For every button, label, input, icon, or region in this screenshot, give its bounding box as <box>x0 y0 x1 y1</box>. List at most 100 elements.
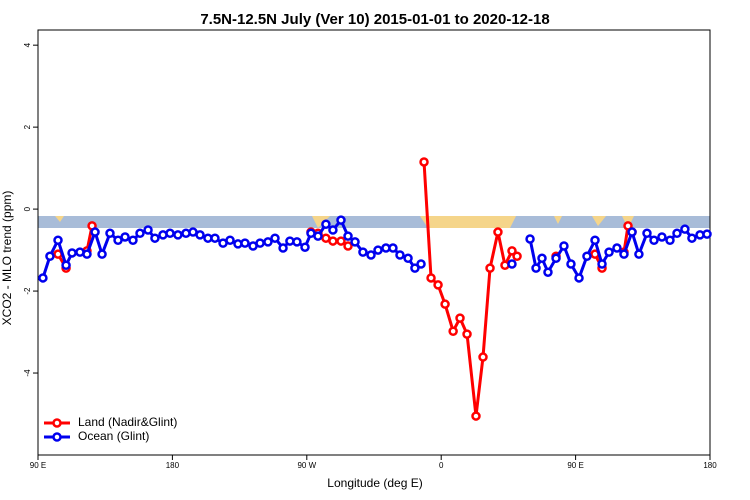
y-tick-label: 2 <box>23 124 32 129</box>
point <box>512 251 522 261</box>
point <box>395 250 405 260</box>
y-tick-label: 0 <box>23 206 32 211</box>
point <box>343 241 353 251</box>
point <box>38 273 48 283</box>
chart-title: 7.5N-12.5N July (Ver 10) 2015-01-01 to 2… <box>200 11 549 28</box>
point <box>270 233 280 243</box>
point <box>313 231 323 241</box>
point <box>403 253 413 264</box>
point <box>657 232 667 242</box>
point <box>537 253 547 264</box>
point <box>507 246 517 256</box>
point <box>627 227 637 237</box>
point <box>135 228 145 239</box>
point <box>358 247 368 257</box>
point <box>240 238 250 248</box>
point <box>623 221 633 231</box>
point <box>642 228 652 239</box>
point <box>419 157 429 167</box>
point <box>45 251 55 261</box>
coverage-band <box>38 216 710 228</box>
point <box>485 263 495 273</box>
point <box>388 243 398 253</box>
point <box>328 236 338 246</box>
point <box>604 247 614 257</box>
point <box>225 235 235 245</box>
point <box>150 233 160 243</box>
point <box>343 231 353 241</box>
y-axis-label: XCO2 - MLO trend (ppm) <box>0 191 14 326</box>
point <box>574 273 584 283</box>
point <box>612 243 622 253</box>
point <box>665 235 675 245</box>
y-tick-label: -4 <box>23 369 32 377</box>
point <box>462 329 472 339</box>
legend-marker <box>52 418 62 428</box>
point <box>105 228 115 239</box>
point <box>410 263 420 273</box>
point <box>680 224 690 234</box>
point <box>559 241 569 251</box>
point <box>525 234 535 244</box>
point <box>61 260 71 270</box>
point <box>416 259 426 269</box>
point <box>531 263 541 273</box>
y-tick-label: -2 <box>23 287 32 295</box>
point <box>143 225 153 235</box>
point <box>173 230 183 240</box>
x-tick-label: 90 E <box>567 461 583 470</box>
point <box>210 233 220 243</box>
point <box>128 235 138 245</box>
point <box>113 235 123 245</box>
x-tick-label: 180 <box>703 461 717 470</box>
point <box>67 248 77 258</box>
x-tick-label: 180 <box>166 461 180 470</box>
point <box>97 249 107 259</box>
point <box>590 235 600 245</box>
point <box>165 228 175 239</box>
point <box>551 253 561 264</box>
point <box>263 237 273 247</box>
point <box>292 237 302 247</box>
y-tick-label: 4 <box>23 42 32 47</box>
plot-frame <box>37 29 711 456</box>
point <box>82 249 92 259</box>
point <box>426 273 436 283</box>
point <box>672 228 682 239</box>
point <box>507 259 517 269</box>
x-tick-label: 90 E <box>30 461 46 470</box>
point <box>350 237 360 247</box>
point <box>440 299 450 309</box>
point <box>300 242 310 252</box>
point <box>328 225 338 235</box>
point <box>321 219 331 230</box>
point <box>195 230 205 240</box>
legend-label: Land (Nadir&Glint) <box>78 415 177 429</box>
point <box>634 249 644 259</box>
x-tick-label: 90 W <box>297 461 316 470</box>
point <box>566 259 576 269</box>
legend-marker <box>52 432 62 442</box>
point <box>336 236 346 246</box>
point <box>619 249 629 259</box>
point <box>448 326 458 336</box>
point <box>336 215 346 225</box>
x-tick-label: 0 <box>439 461 444 470</box>
point <box>278 243 288 253</box>
x-axis-label: Longitude (deg E) <box>327 476 422 490</box>
point <box>478 352 488 362</box>
point <box>366 250 376 260</box>
point <box>373 245 383 255</box>
point <box>433 280 443 290</box>
point <box>702 229 712 239</box>
point <box>597 259 607 269</box>
point <box>90 227 100 237</box>
point <box>582 251 592 261</box>
point <box>543 267 553 277</box>
legend-label: Ocean (Glint) <box>78 429 149 443</box>
point <box>120 232 130 242</box>
point <box>649 235 659 245</box>
point <box>455 313 465 323</box>
point <box>687 233 697 243</box>
